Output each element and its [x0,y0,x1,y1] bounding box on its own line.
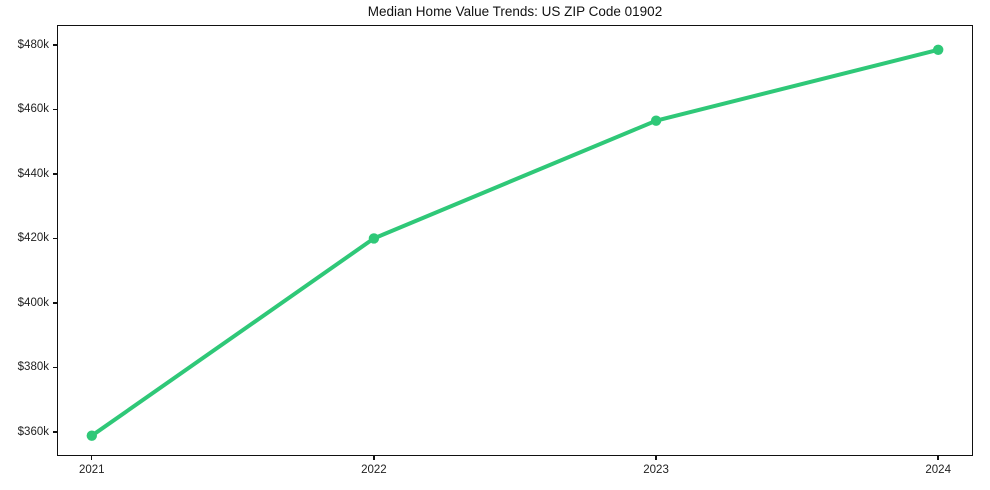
x-tick-label: 2021 [79,464,105,476]
y-tick-mark [53,173,57,175]
y-tick-mark [53,108,57,111]
x-tick-label: 2024 [925,464,951,476]
y-tick-label: $480k [17,38,49,51]
x-tick-label: 2022 [361,464,387,476]
y-tick-mark [53,431,57,433]
y-tick-label: $400k [17,296,49,309]
y-tick-mark [53,44,57,46]
x-tick-mark [655,456,657,460]
y-tick-label: $380k [17,361,49,374]
y-tick-mark [53,237,57,240]
y-tick-mark [53,366,57,369]
y-tick-label: $420k [17,232,49,245]
y-tick-label: $440k [17,167,49,180]
x-tick-mark [937,456,939,460]
x-tick-mark [91,456,93,460]
x-tick-mark [373,456,375,460]
y-tick-mark [53,302,57,304]
y-tick-label: $460k [17,103,49,116]
chart-title: Median Home Value Trends: US ZIP Code 01… [367,4,663,19]
plot-area [57,25,973,456]
x-tick-label: 2023 [643,464,669,476]
y-tick-label: $360k [17,425,49,438]
